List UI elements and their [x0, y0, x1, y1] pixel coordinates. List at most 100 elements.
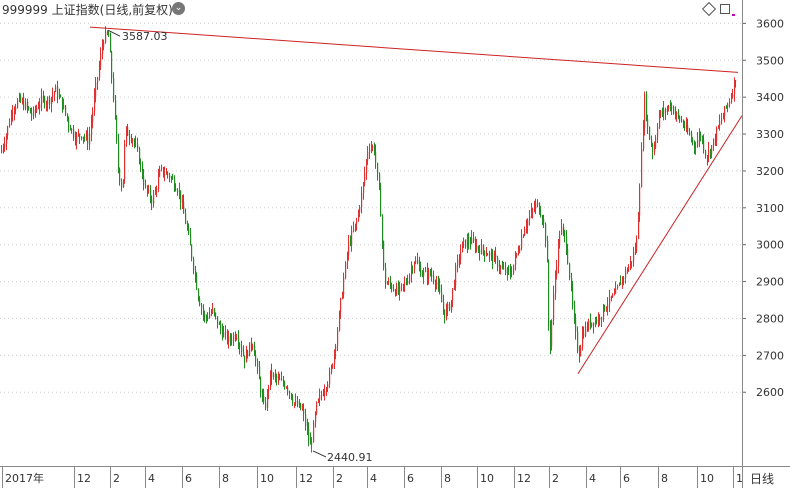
candle-body — [239, 344, 241, 347]
candle-body — [478, 246, 480, 250]
candle-body — [195, 270, 197, 276]
candle-body — [599, 317, 601, 320]
candle-body — [161, 167, 163, 170]
candle-body — [393, 289, 395, 291]
chart-title: 999999 上证指数(日线,前复权) — [2, 1, 173, 18]
x-tick-label: 10 — [260, 472, 274, 485]
candle-body — [151, 198, 153, 204]
candle-body — [556, 266, 558, 277]
candle-body — [87, 134, 89, 145]
candle-body — [158, 176, 160, 189]
candle-body — [689, 132, 691, 135]
candle-body — [324, 390, 326, 396]
candle-body — [364, 173, 366, 183]
candle-body — [668, 105, 670, 109]
candle-body — [379, 173, 381, 190]
candle-body — [654, 147, 656, 152]
adjust-mode: (日线,前复权) — [99, 3, 173, 17]
candle-body — [367, 151, 369, 161]
candle-body — [483, 245, 485, 251]
candle-body — [169, 174, 171, 179]
candle-body — [420, 266, 422, 276]
candle-body — [619, 282, 621, 286]
candle-body — [172, 177, 174, 180]
candle-body — [68, 118, 70, 127]
candle-body — [207, 317, 209, 319]
candle-body — [134, 139, 136, 144]
candle-body — [4, 143, 6, 148]
candle-body — [311, 442, 313, 445]
candle-body — [228, 336, 230, 342]
candle-body — [246, 351, 248, 363]
x-tick-label: 4 — [589, 472, 596, 485]
candle-body — [652, 144, 654, 152]
candle-body — [647, 118, 649, 127]
candle-body — [307, 426, 309, 430]
candle-body — [123, 179, 125, 188]
candle-body — [582, 333, 584, 348]
candle-body — [89, 134, 91, 145]
chevron-down-icon[interactable]: ⌄ — [172, 2, 185, 15]
candle-body — [231, 339, 233, 341]
candle-body — [497, 257, 499, 268]
candle-body — [275, 373, 277, 376]
candle-body — [735, 80, 737, 82]
candle-body — [527, 219, 529, 227]
y-tick-label: 3500 — [756, 54, 784, 67]
candle-body — [49, 98, 51, 105]
candle-body — [126, 127, 128, 144]
candle-body — [699, 134, 701, 141]
candle-body — [350, 241, 352, 244]
candle-body — [635, 250, 637, 252]
candle-body — [175, 188, 177, 191]
candle-body — [143, 176, 145, 186]
candle-body — [57, 86, 59, 98]
candle-body — [182, 201, 184, 203]
candle-body — [686, 124, 688, 129]
low-annotation: 2440.91 — [327, 451, 373, 464]
candle-body — [54, 91, 56, 95]
candle-body — [206, 316, 208, 318]
candle-body — [235, 335, 237, 339]
candle-body — [510, 270, 512, 276]
candle-body — [121, 181, 123, 188]
candle-body — [727, 103, 729, 108]
candle-body — [548, 262, 550, 327]
y-tick-label: 3600 — [756, 17, 784, 30]
candle-body — [65, 105, 67, 114]
candle-body — [20, 96, 22, 102]
candle-body — [612, 294, 614, 298]
y-tick-label: 3200 — [756, 165, 784, 178]
candle-body — [233, 335, 235, 341]
y-tick-label: 3000 — [756, 239, 784, 252]
candle-body — [51, 97, 53, 105]
candle-body — [639, 186, 641, 216]
candle-body — [135, 143, 137, 145]
candle-body — [431, 274, 433, 277]
candle-body — [692, 139, 694, 142]
candle-body — [723, 115, 725, 120]
candle-body — [236, 338, 238, 340]
candle-body — [167, 172, 169, 175]
candle-body — [403, 284, 405, 286]
candle-body — [636, 238, 638, 251]
candle-body — [463, 239, 465, 242]
square-tool-icon[interactable] — [720, 4, 730, 14]
candle-body — [535, 203, 537, 209]
candle-body — [500, 266, 502, 269]
candle-body — [281, 379, 283, 381]
candle-body — [129, 135, 131, 139]
candle-body — [375, 152, 377, 163]
candle-body — [471, 237, 473, 244]
candle-body — [83, 136, 85, 139]
x-tick-label: 2 — [113, 472, 120, 485]
candle-body — [303, 409, 305, 415]
candle-body — [115, 99, 117, 117]
period-selector[interactable]: 日线 — [750, 472, 775, 486]
candle-body — [454, 285, 456, 289]
candle-body — [399, 285, 401, 293]
candle-body — [319, 395, 321, 400]
x-tick-label: 10 — [480, 472, 494, 485]
